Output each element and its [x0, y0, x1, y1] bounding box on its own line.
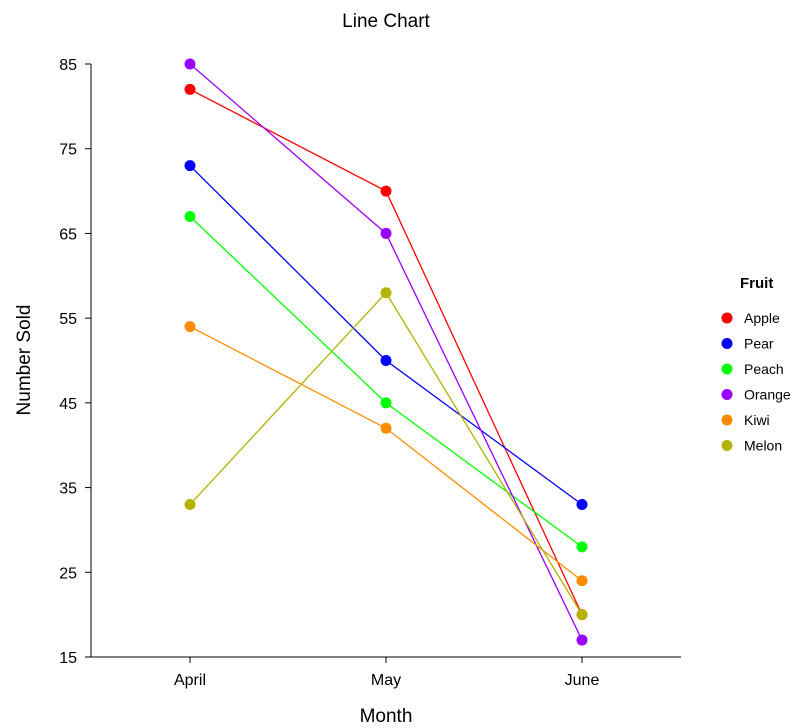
y-tick-label: 55: [59, 311, 77, 328]
data-point-pear: [184, 160, 196, 172]
series-line-apple: [189, 88, 583, 615]
series-line-peach: [189, 216, 583, 548]
data-point-apple: [184, 83, 196, 95]
legend-label-kiwi: Kiwi: [744, 412, 770, 428]
legend-marker-orange: [721, 389, 733, 400]
legend-label-peach: Peach: [744, 361, 784, 377]
tick-labels: 15 25 35 45 55 65 75 85 April May June: [59, 57, 599, 689]
legend-marker-melon: [721, 440, 733, 451]
data-point-kiwi: [380, 422, 392, 434]
y-tick-label: 45: [59, 396, 77, 413]
axes: [85, 63, 681, 663]
y-tick-label: 35: [59, 481, 77, 498]
y-tick-label: 85: [59, 57, 77, 74]
series-line-orange: [189, 63, 583, 641]
data-point-peach: [380, 397, 392, 409]
legend-marker-kiwi: [721, 414, 733, 426]
y-axis-label: Number Sold: [14, 305, 35, 416]
legend-marker-apple: [721, 312, 733, 324]
data-point-peach: [576, 541, 588, 553]
legend-label-orange: Orange: [744, 387, 791, 403]
data-point-apple: [380, 185, 392, 197]
data-point-orange: [380, 227, 392, 239]
data-point-peach: [184, 210, 196, 222]
data-point-orange: [184, 58, 196, 70]
y-tick-label: 65: [59, 226, 77, 243]
data-point-kiwi: [184, 321, 196, 333]
series-points: [184, 58, 588, 646]
y-tick-label: 25: [59, 565, 77, 582]
x-tick-label: May: [371, 672, 401, 689]
data-point-pear: [380, 355, 392, 366]
y-tick-label: 15: [59, 650, 77, 667]
x-tick-label: April: [174, 672, 206, 689]
data-point-melon: [184, 499, 196, 511]
series-line-pear: [189, 165, 583, 506]
series-line-melon: [189, 291, 583, 615]
x-axis-label: Month: [360, 706, 413, 727]
legend-label-melon: Melon: [744, 438, 782, 454]
data-point-kiwi: [576, 575, 588, 587]
legend-marker-peach: [721, 363, 733, 375]
data-point-melon: [576, 609, 588, 621]
data-point-orange: [576, 634, 588, 646]
legend-label-apple: Apple: [744, 310, 780, 326]
data-point-melon: [380, 287, 392, 299]
x-tick-label: June: [565, 672, 600, 689]
legend-marker-pear: [721, 338, 733, 349]
legend-title: Fruit: [740, 275, 773, 292]
legend: Fruit Apple Pear Peach Orange Kiwi Melon: [721, 275, 791, 454]
series-lines: [189, 63, 583, 641]
chart-title: Line Chart: [342, 11, 430, 32]
data-point-pear: [576, 499, 588, 511]
legend-label-pear: Pear: [744, 336, 774, 352]
y-tick-label: 75: [59, 142, 77, 159]
